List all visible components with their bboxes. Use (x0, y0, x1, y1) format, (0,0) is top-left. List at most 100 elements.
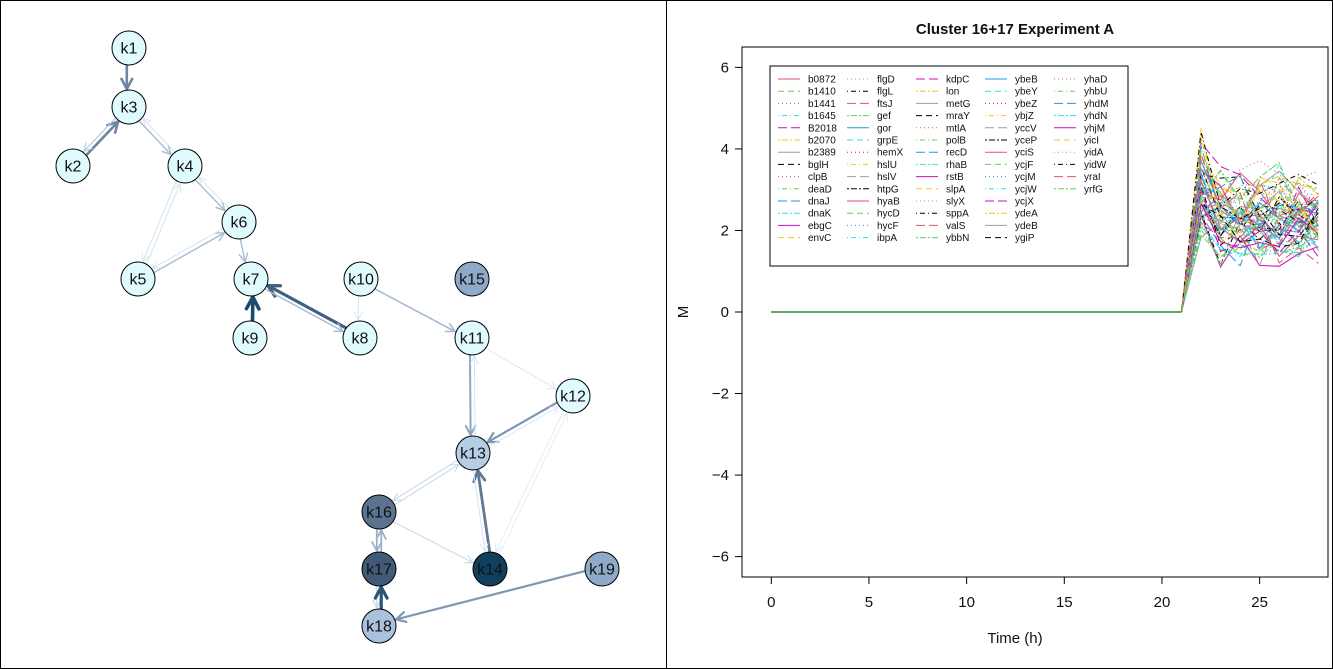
edge-k19-k18 (394, 569, 587, 621)
legend-label: ebgC (808, 221, 832, 232)
legend-label: yccV (1015, 123, 1037, 134)
arrowhead-k16-k13 (449, 463, 460, 473)
legend-label: recD (946, 148, 967, 159)
legend-label: yraI (1084, 172, 1101, 183)
node-k15: k15 (454, 261, 490, 297)
arrowhead-k9-k7 (244, 295, 261, 311)
node-k12: k12 (555, 378, 591, 414)
edge-k10-k11 (374, 288, 456, 333)
series-line-ygiP (771, 203, 1319, 313)
legend-label: sppA (946, 209, 969, 220)
edge-k6-k4 (198, 176, 230, 209)
node-circle (233, 261, 269, 297)
edge-k5-k4 (146, 182, 181, 265)
legend-label: b2389 (808, 148, 836, 159)
edge-k6-k5 (152, 227, 224, 269)
legend-label: rstB (946, 172, 964, 183)
legend-label: yhdN (1084, 111, 1107, 122)
legend-label: ybbN (946, 233, 969, 244)
legend-label: envC (808, 233, 831, 244)
arrowhead-k12-k14 (495, 542, 504, 553)
arrowhead-k13-k11 (470, 355, 479, 365)
edge-k4-k5 (142, 180, 177, 263)
node-k19: k19 (584, 551, 620, 587)
legend-label: rhaB (946, 160, 967, 171)
node-circle (232, 320, 268, 356)
node-k3: k3 (111, 89, 147, 125)
legend-label: yhdM (1084, 99, 1108, 110)
legend-label: b2070 (808, 136, 836, 147)
node-circle (221, 204, 257, 240)
y-axis-label: M (675, 306, 692, 319)
y-tick-label: 6 (721, 59, 729, 76)
node-label: k15 (459, 272, 485, 289)
node-circle (55, 148, 91, 184)
legend-label: ydeB (1015, 221, 1038, 232)
node-label: k4 (177, 159, 194, 176)
legend-label: flgD (877, 75, 895, 86)
arrowhead-k18-k17 (373, 585, 389, 600)
series-line-ydeB (771, 208, 1319, 313)
plot-axes: 0 5 10 15 20 25 −6 −4 −2 0 2 4 6 (712, 59, 1268, 611)
node-circle (342, 320, 378, 356)
x-tick-label: 25 (1251, 594, 1268, 611)
x-tick-label: 15 (1056, 594, 1073, 611)
legend-label: yidA (1084, 148, 1104, 159)
legend-label: gef (877, 111, 891, 122)
legend-label: hemX (877, 148, 903, 159)
edge-k13-k12 (488, 406, 559, 447)
arrowhead-k13-k16 (392, 492, 403, 502)
node-label: k9 (242, 331, 259, 348)
edge-k16-k14 (392, 521, 474, 564)
series-line-yhdN (771, 225, 1319, 313)
y-tick-label: −2 (712, 386, 729, 403)
network-edges (83, 63, 587, 623)
node-label: k18 (366, 619, 392, 636)
arrowhead-k13-k12 (549, 406, 559, 415)
node-k9: k9 (232, 320, 268, 356)
node-label: k5 (130, 272, 147, 289)
node-circle (361, 551, 397, 587)
edge-k13-k11 (473, 355, 476, 437)
node-circle (455, 435, 491, 471)
node-label: k16 (366, 505, 392, 522)
legend-label: yceP (1015, 136, 1038, 147)
arrowhead-k10-k8 (353, 311, 363, 321)
node-label: k6 (231, 215, 248, 232)
legend-label: b1441 (808, 99, 836, 110)
node-circle (343, 261, 379, 297)
edge-k11-k12 (485, 347, 557, 390)
plot-series (771, 128, 1319, 313)
node-label: k13 (460, 446, 486, 463)
edge-k14-k12 (498, 412, 568, 556)
arrowhead-k4-k3 (142, 118, 152, 128)
legend-label: deaD (808, 184, 832, 195)
node-label: k3 (121, 100, 138, 117)
legend-label: flgL (877, 87, 894, 98)
legend-label: b1410 (808, 87, 836, 98)
node-label: k14 (477, 562, 503, 579)
node-circle (361, 494, 397, 530)
y-tick-label: −6 (712, 549, 729, 566)
legend-label: ibpA (877, 233, 897, 244)
y-tick-label: 4 (721, 141, 729, 158)
x-axis-label: Time (h) (987, 630, 1042, 647)
legend-label: ycjF (1015, 160, 1033, 171)
arrowhead-k4-k6 (215, 200, 226, 212)
legend-label: metG (946, 99, 971, 110)
edge-k12-k13 (486, 401, 559, 444)
legend-label: hycD (877, 209, 900, 220)
legend-label: mraY (946, 111, 970, 122)
node-k11: k11 (454, 320, 490, 356)
node-label: k17 (366, 562, 392, 579)
legend-label: ybeB (1015, 75, 1038, 86)
node-circle (120, 261, 156, 297)
node-circle (454, 261, 490, 297)
node-label: k2 (65, 159, 82, 176)
node-circle (454, 320, 490, 356)
legend-label: hycF (877, 221, 899, 232)
x-tick-label: 0 (767, 594, 775, 611)
series-line-yicI (771, 187, 1319, 313)
edge-k11-k13 (468, 354, 472, 437)
series-line-ycjX (771, 188, 1319, 313)
